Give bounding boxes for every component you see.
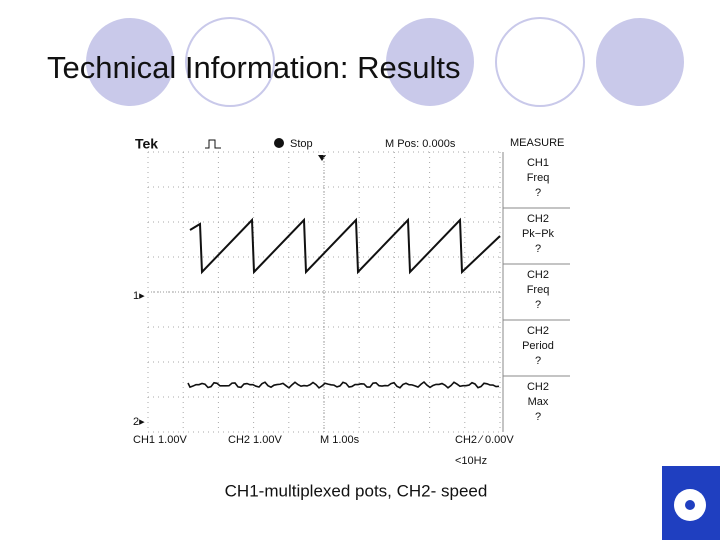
measure-value: ? xyxy=(535,243,541,255)
position: M Pos: 0.000s xyxy=(385,138,456,150)
circle xyxy=(185,17,275,107)
measure-label: Freq xyxy=(527,172,550,184)
stop-dot xyxy=(274,138,284,148)
trigger-arrow xyxy=(318,155,326,161)
logo-mark xyxy=(685,500,695,510)
ch2-trace xyxy=(187,380,500,389)
circle xyxy=(596,18,684,106)
measure-label: Max xyxy=(528,396,549,408)
trigger-icon xyxy=(205,139,221,149)
measure-label: Pk−Pk xyxy=(522,228,555,240)
slide-title: Technical Information: Results xyxy=(47,50,461,85)
status: CH1 1.00V xyxy=(133,434,187,446)
decor-circles xyxy=(86,17,684,107)
measure-channel: CH2 xyxy=(527,269,549,281)
status: M 1.00s xyxy=(320,434,360,446)
scope-bg xyxy=(130,130,570,470)
logo xyxy=(662,466,720,540)
brand: Tek xyxy=(135,136,158,152)
measure-label: Freq xyxy=(527,284,550,296)
state: Stop xyxy=(290,138,313,150)
oscilloscope: Tek Stop M Pos: 0.000s MEASURE 1▸ 2▸ CH1… xyxy=(130,130,570,470)
status: <10Hz xyxy=(455,455,487,467)
measure-value: ? xyxy=(535,299,541,311)
marker: 1▸ xyxy=(133,290,145,302)
circle xyxy=(86,18,174,106)
status: CH2 1.00V xyxy=(228,434,282,446)
circle xyxy=(386,18,474,106)
menu-title: MEASURE xyxy=(510,137,564,149)
ch1-trace xyxy=(189,217,501,275)
measure-channel: CH2 xyxy=(527,381,549,393)
measure-channel: CH2 xyxy=(527,213,549,225)
measure-channel: CH2 xyxy=(527,325,549,337)
measure-label: Period xyxy=(522,340,554,352)
status: CH2 ∕ 0.00V xyxy=(455,434,514,446)
measure-value: ? xyxy=(535,355,541,367)
circle xyxy=(495,17,585,107)
caption: CH1-multiplexed pots, CH2- speed xyxy=(225,481,488,500)
measure-channel: CH1 xyxy=(527,157,549,169)
measure-value: ? xyxy=(535,187,541,199)
measure-value: ? xyxy=(535,411,541,423)
marker: 2▸ xyxy=(133,416,145,428)
